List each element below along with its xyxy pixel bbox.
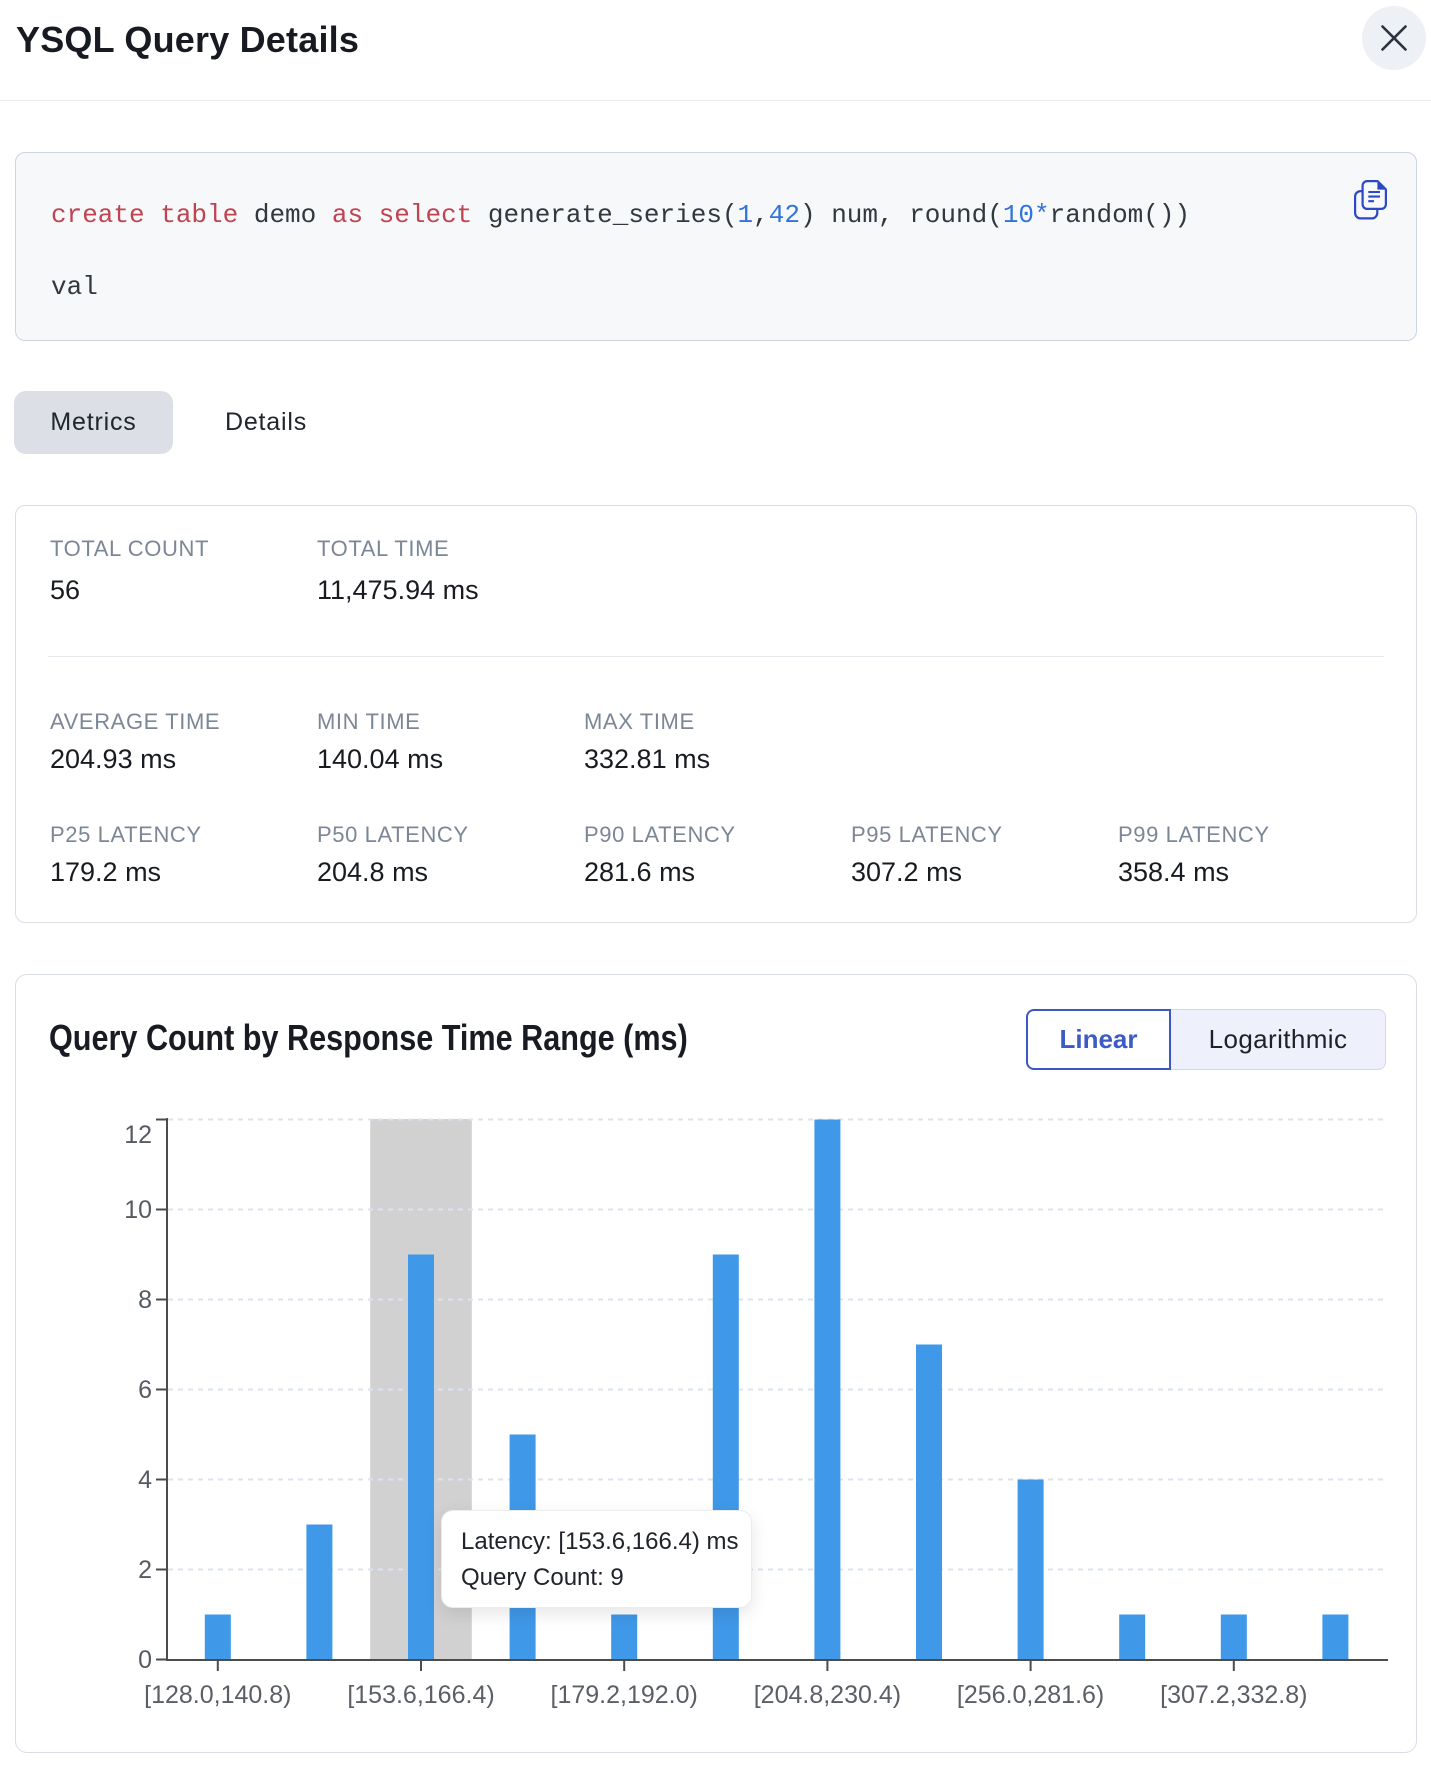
svg-text:6: 6 [138, 1376, 152, 1404]
svg-text:[153.6,166.4): [153.6,166.4) [347, 1681, 494, 1709]
svg-text:[128.0,140.8): [128.0,140.8) [144, 1681, 291, 1709]
svg-text:[256.0,281.6): [256.0,281.6) [957, 1681, 1104, 1709]
svg-text:0: 0 [138, 1646, 152, 1674]
svg-text:12: 12 [124, 1121, 152, 1149]
svg-text:4: 4 [138, 1466, 152, 1494]
svg-text:[204.8,230.4): [204.8,230.4) [754, 1681, 901, 1709]
svg-text:2: 2 [138, 1556, 152, 1584]
svg-text:[179.2,192.0): [179.2,192.0) [551, 1681, 698, 1709]
svg-text:10: 10 [124, 1196, 152, 1224]
svg-text:8: 8 [138, 1286, 152, 1314]
svg-text:[307.2,332.8): [307.2,332.8) [1160, 1681, 1307, 1709]
